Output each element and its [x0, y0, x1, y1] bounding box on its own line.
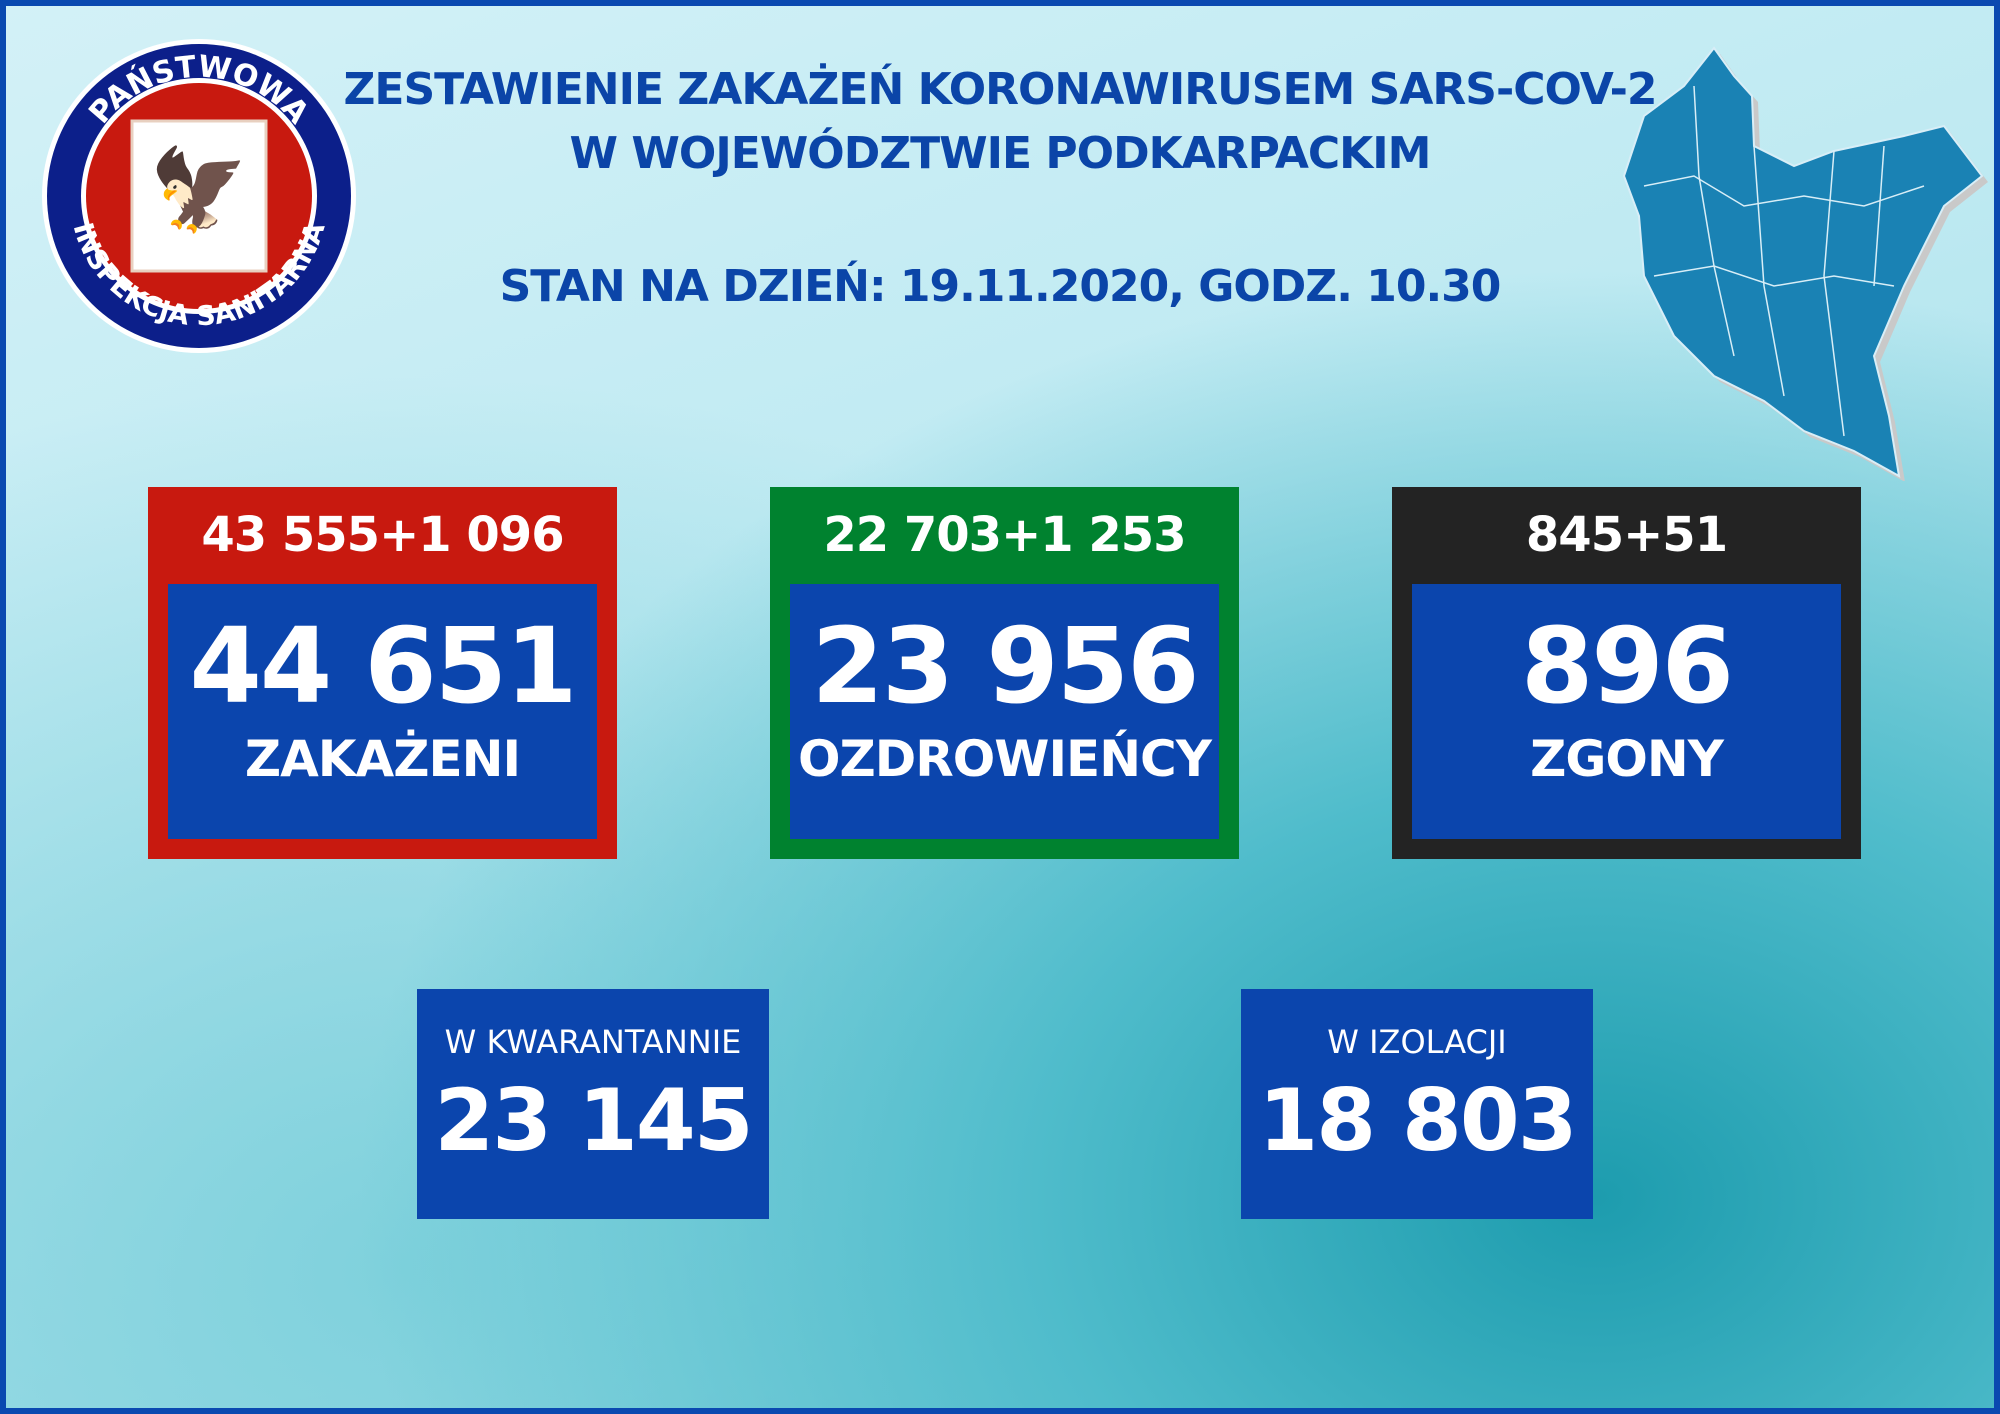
- stat-deaths: 845+51 896 ZGONY: [1392, 487, 1861, 859]
- title-line-2: W WOJEWÓDZTWIE PODKARPACKIM: [569, 128, 1432, 179]
- infected-breakdown: 43 555+1 096: [201, 507, 564, 563]
- eagle-emblem: 🦅: [149, 142, 249, 236]
- title-line-1: ZESTAWIENIE ZAKAŻEŃ KORONAWIRUSEM SARS-C…: [343, 64, 1658, 115]
- stat-recovered: 22 703+1 253 23 956 OZDROWIEŃCY: [770, 487, 1239, 859]
- deaths-label: ZGONY: [1530, 730, 1724, 788]
- quarantine-value: 23 145: [434, 1071, 753, 1171]
- stat-infected: 43 555+1 096 44 651 ZAKAŻENI: [148, 487, 617, 859]
- stat-quarantine: W KWARANTANNIE 23 145: [417, 989, 769, 1219]
- podkarpackie-map: [1622, 46, 1988, 481]
- date-line: STAN NA DZIEŃ: 19.11.2020, GODZ. 10.30: [499, 261, 1502, 312]
- isolation-label: W IZOLACJI: [1327, 1023, 1507, 1061]
- isolation-value: 18 803: [1258, 1071, 1577, 1171]
- quarantine-label: W KWARANTANNIE: [444, 1023, 742, 1061]
- infected-total: 44 651: [189, 605, 577, 727]
- recovered-label: OZDROWIEŃCY: [798, 730, 1212, 788]
- stat-isolation: W IZOLACJI 18 803: [1241, 989, 1593, 1219]
- recovered-total: 23 956: [811, 605, 1199, 727]
- deaths-breakdown: 845+51: [1525, 507, 1728, 563]
- recovered-breakdown: 22 703+1 253: [823, 507, 1186, 563]
- deaths-total: 896: [1520, 605, 1734, 727]
- logo: 🦅 PAŃSTWOWA INSPEKCJA SANITARNA: [42, 39, 356, 353]
- infected-label: ZAKAŻENI: [244, 730, 521, 788]
